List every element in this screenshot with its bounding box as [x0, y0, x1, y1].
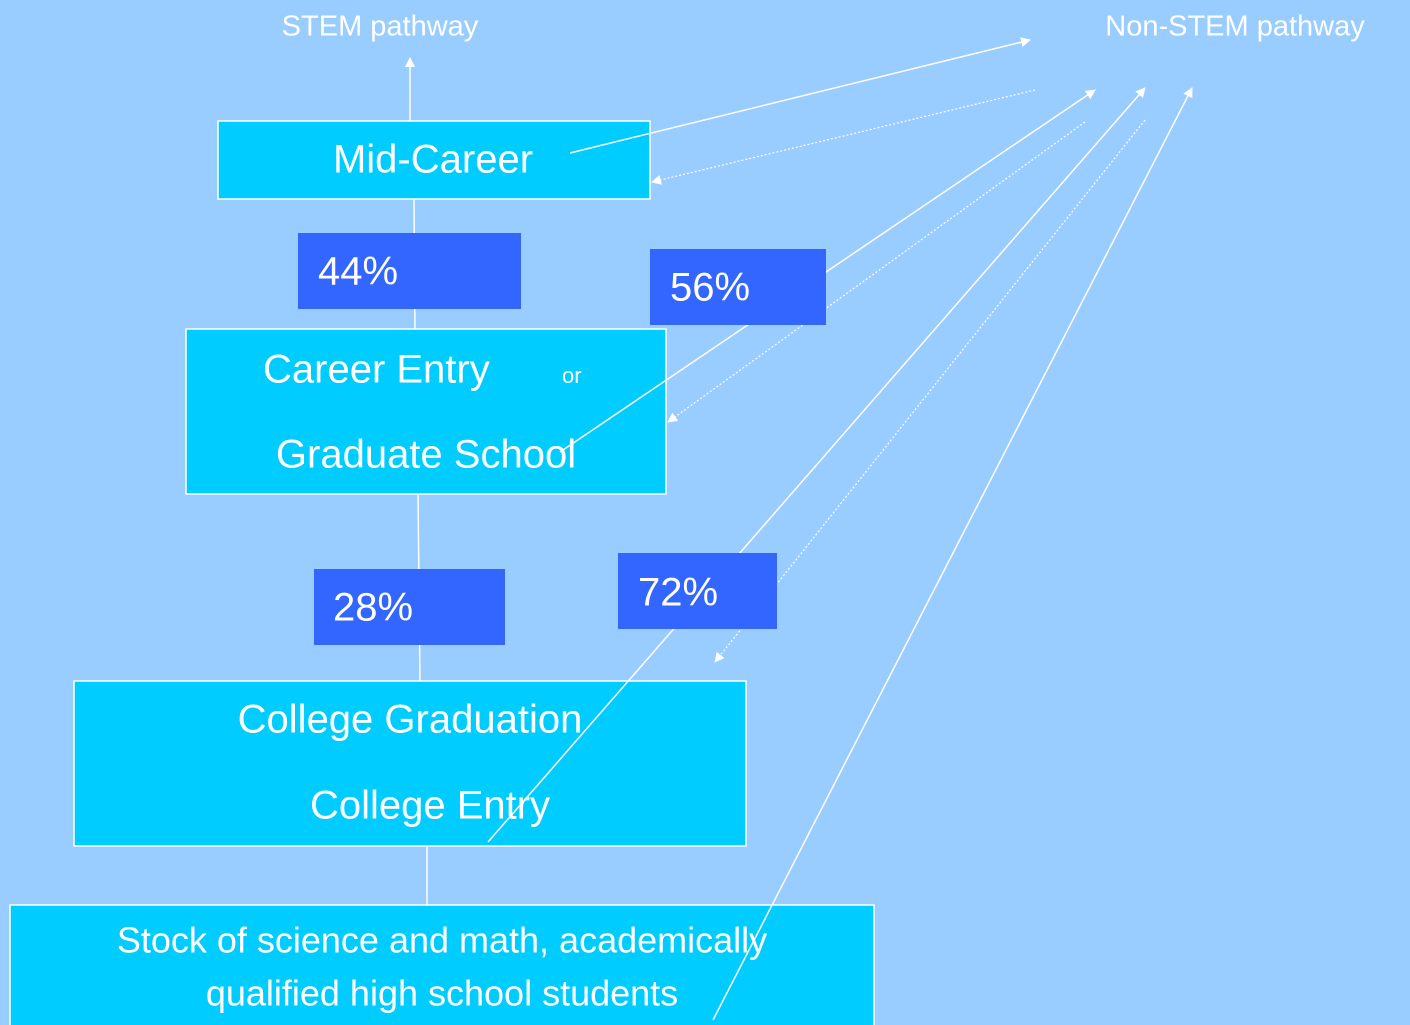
- rate-label: 28%: [333, 586, 413, 630]
- node-label: Stock of science and math, academically: [117, 920, 767, 961]
- rate-box: [618, 553, 777, 629]
- rate-label: 56%: [670, 266, 750, 310]
- node-label: Graduate School: [276, 433, 576, 477]
- node-label: qualified high school students: [206, 973, 678, 1014]
- stem-label: STEM pathway: [282, 11, 479, 43]
- node-connector: or: [562, 363, 582, 388]
- rate-label: 72%: [638, 571, 718, 615]
- node-label: College Entry: [310, 784, 550, 828]
- flow-arrows: [487, 37, 1193, 1021]
- rate-box: [314, 569, 505, 645]
- node-label: College Graduation: [238, 698, 583, 742]
- node-box: [9, 904, 875, 1025]
- node-box: [217, 120, 651, 200]
- node-label: Career Entry: [263, 348, 490, 392]
- node-box: [185, 328, 667, 495]
- node-box: [73, 680, 747, 847]
- node-label: Mid-Career: [333, 138, 533, 182]
- rate-box: [650, 249, 826, 325]
- rate-label: 44%: [318, 250, 398, 294]
- rate-box: [298, 233, 521, 309]
- non-stem-label: Non-STEM pathway: [1105, 11, 1365, 43]
